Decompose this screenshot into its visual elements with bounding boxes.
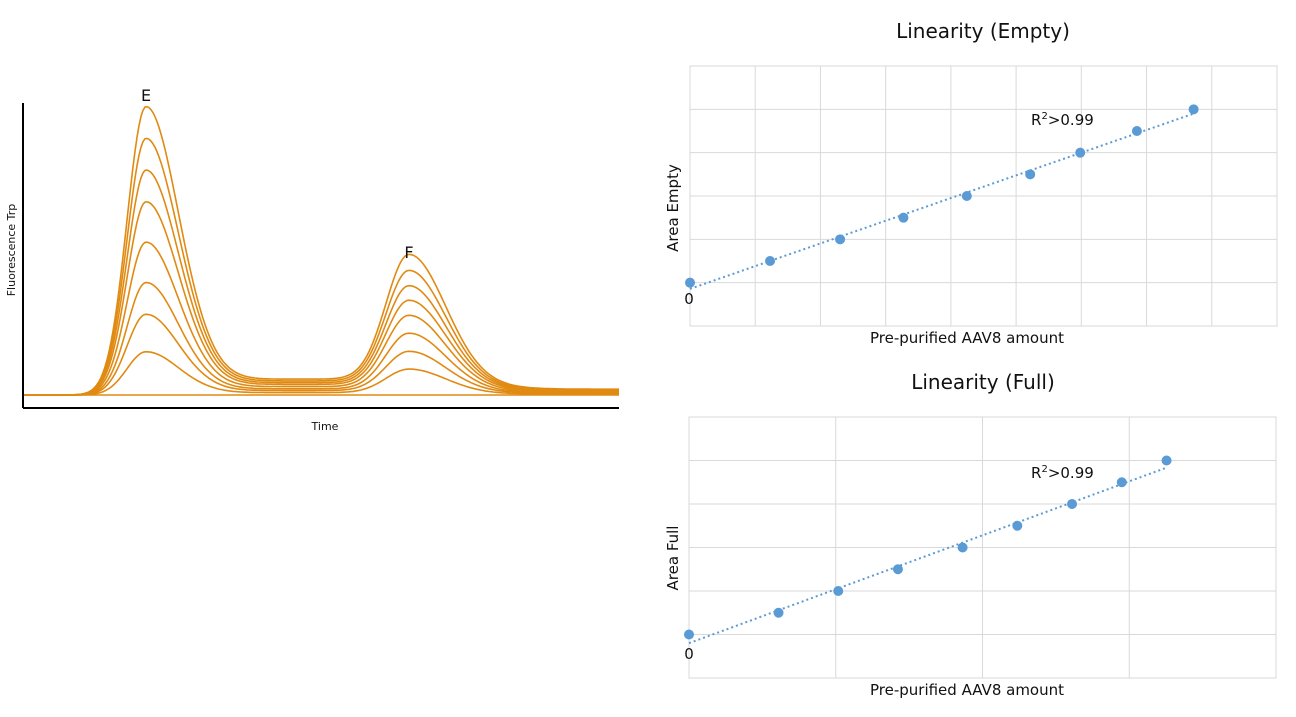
linearity-full-origin: 0 xyxy=(684,645,694,663)
peak-f-label: F xyxy=(404,243,413,262)
data-point xyxy=(1131,126,1142,136)
data-point xyxy=(1116,477,1127,488)
data-point xyxy=(957,542,968,553)
data-point xyxy=(898,212,909,223)
linearity-empty-x-label: Pre-purified AAV8 amount xyxy=(870,329,1064,347)
data-point xyxy=(685,277,695,288)
chromatogram-trace xyxy=(23,313,619,396)
chromatogram-traces xyxy=(23,105,619,396)
linearity-empty-chart: Linearity (Empty) R2>0.99 0 Pre-purified… xyxy=(664,19,1278,347)
data-point xyxy=(765,256,776,266)
chromatogram-x-label: Time xyxy=(311,420,339,433)
data-point xyxy=(1012,520,1023,531)
data-point xyxy=(1067,499,1078,509)
linearity-full-title: Linearity (Full) xyxy=(911,370,1055,394)
linearity-full-grid xyxy=(688,416,1277,679)
chromatogram-trace xyxy=(23,200,619,396)
data-point xyxy=(684,629,694,640)
chromatogram-trace xyxy=(23,350,619,396)
chromatogram-y-label: Fluorescence Trp xyxy=(5,204,18,297)
linearity-empty-trendline xyxy=(689,112,1194,290)
data-point xyxy=(1025,169,1036,180)
chromatogram-trace xyxy=(23,169,619,396)
linearity-empty-origin: 0 xyxy=(684,290,694,308)
linearity-full-y-label: Area Full xyxy=(664,526,682,591)
data-point xyxy=(1188,104,1199,115)
linearity-empty-grid xyxy=(689,65,1278,327)
linearity-full-chart: Linearity (Full) R2>0.99 0 Pre-purified … xyxy=(664,370,1277,699)
chromatogram-trace xyxy=(23,241,619,396)
data-point xyxy=(773,607,784,618)
linearity-full-r2: R2>0.99 xyxy=(1031,464,1094,482)
data-point xyxy=(892,564,903,575)
linearity-empty-points xyxy=(685,104,1199,288)
data-point xyxy=(1075,147,1086,158)
data-point xyxy=(961,191,972,201)
data-point xyxy=(835,234,846,245)
linearity-empty-y-label: Area Empty xyxy=(664,164,682,252)
data-point xyxy=(1161,455,1172,466)
peak-e-label: E xyxy=(141,86,151,105)
chromatogram: E F Time Fluorescence Trp xyxy=(5,86,619,433)
chromatogram-trace xyxy=(23,105,619,396)
chromatogram-trace xyxy=(23,281,619,396)
linearity-full-x-label: Pre-purified AAV8 amount xyxy=(870,681,1064,699)
linearity-empty-r2: R2>0.99 xyxy=(1031,111,1094,129)
linearity-full-trendline xyxy=(688,466,1167,645)
linearity-empty-title: Linearity (Empty) xyxy=(896,19,1070,43)
linearity-full-points xyxy=(684,455,1172,640)
chromatogram-trace xyxy=(23,137,619,396)
data-point xyxy=(833,586,844,596)
